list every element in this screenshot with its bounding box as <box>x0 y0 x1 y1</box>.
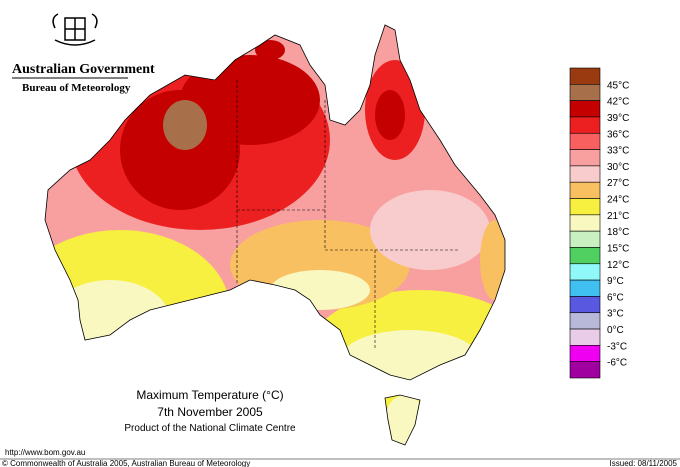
legend-label: 33°C <box>607 146 629 157</box>
legend-label: 18°C <box>607 227 629 238</box>
legend-label: 0°C <box>607 325 624 336</box>
government-name: Australian Government <box>12 62 155 77</box>
legend: 45°C 42°C 39°C 36°C 33°C 30°C 27°C 24°C 21°C 18°C… <box>569 67 629 379</box>
legend-swatch <box>569 149 601 167</box>
legend-label: 42°C <box>607 97 629 108</box>
caption-date: 7th November 2005 <box>157 405 263 419</box>
footer-issued: Issued: 08/11/2005 <box>610 459 678 467</box>
legend-label: 6°C <box>607 292 624 303</box>
legend-label: 15°C <box>607 243 629 254</box>
legend-label: 36°C <box>607 129 629 140</box>
legend-swatch <box>569 263 601 281</box>
legend-swatch <box>569 247 601 265</box>
legend-swatch <box>569 296 601 314</box>
legend-swatch <box>569 100 601 118</box>
legend-swatch <box>569 279 601 297</box>
legend-swatch <box>569 67 601 85</box>
legend-label: -3°C <box>607 341 627 352</box>
legend-label: -6°C <box>607 358 627 369</box>
legend-label: 24°C <box>607 195 629 206</box>
legend-label: 30°C <box>607 162 629 173</box>
legend-swatch <box>569 312 601 330</box>
state-borders <box>236 80 460 350</box>
legend-swatch <box>569 230 601 248</box>
legend-swatch <box>569 361 601 379</box>
legend-swatch <box>569 165 601 183</box>
footer-copyright: © Commonwealth of Australia 2005, Austra… <box>2 459 250 467</box>
legend-swatch <box>569 214 601 232</box>
legend-label: 21°C <box>607 211 629 222</box>
footer-url: http://www.bom.gov.au <box>5 448 85 457</box>
crest <box>52 13 98 46</box>
legend-swatch <box>569 198 601 216</box>
caption-title: Maximum Temperature (°C) <box>136 388 283 402</box>
legend-swatch <box>569 132 601 150</box>
legend-swatch <box>569 345 601 362</box>
legend-swatch <box>569 181 601 199</box>
legend-label: 9°C <box>607 276 624 287</box>
legend-label: 45°C <box>607 80 629 91</box>
legend-label: 27°C <box>607 178 629 189</box>
agency-name: Bureau of Meteorology <box>22 82 131 94</box>
coastline <box>44 24 506 446</box>
legend-label: 39°C <box>607 113 629 124</box>
legend-swatch <box>569 328 601 346</box>
legend-swatch <box>569 116 601 134</box>
caption-product: Product of the National Climate Centre <box>124 423 296 434</box>
legend-label: 12°C <box>607 260 629 271</box>
legend-label: 3°C <box>607 309 624 320</box>
legend-swatch <box>569 84 601 101</box>
